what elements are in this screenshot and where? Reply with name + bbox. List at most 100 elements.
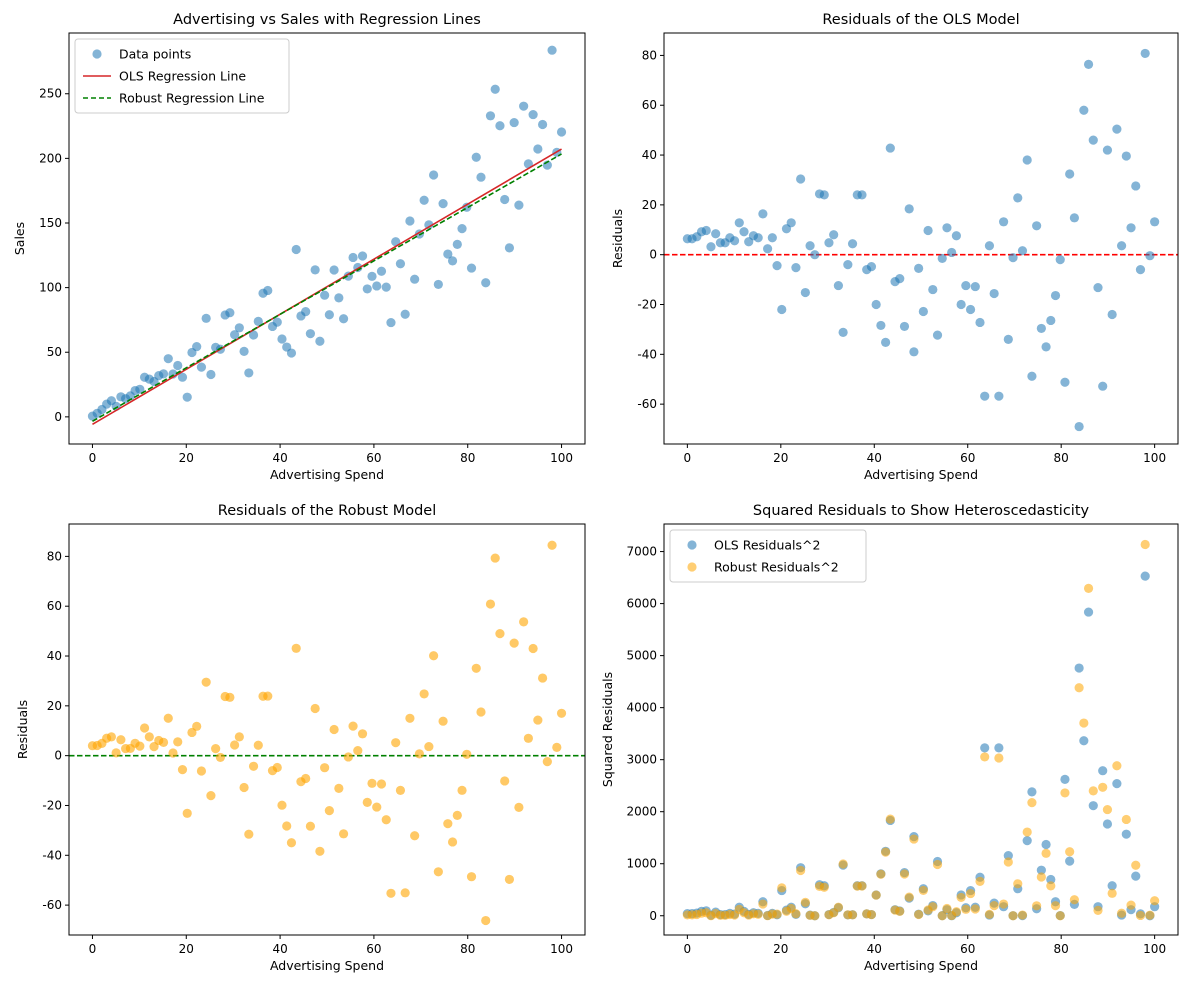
robust-residual-point — [301, 773, 311, 784]
data-point — [490, 84, 500, 94]
robust-squared-residual-point — [1083, 583, 1094, 593]
ols-residual-point — [758, 209, 768, 219]
data-point — [556, 127, 567, 137]
robust-squared-residual-point — [866, 909, 877, 920]
x-tick-label: 100 — [1143, 942, 1166, 956]
legend-box — [74, 38, 290, 114]
ols-residual-point — [1050, 290, 1061, 301]
data-point — [362, 284, 372, 294]
data-point — [495, 121, 505, 131]
data-point — [514, 200, 524, 210]
robust-squared-residual-point — [1121, 814, 1131, 825]
robust-squared-residual-point — [885, 814, 895, 824]
y-axis-label: Squared Residuals — [600, 672, 615, 787]
ols-residual-point — [772, 261, 782, 271]
ols-residual-point — [1022, 155, 1032, 165]
ols-residual-point — [980, 391, 990, 401]
robust-residual-point — [438, 716, 448, 726]
ols-residual-point — [975, 317, 985, 328]
robust-residual-point — [362, 797, 372, 808]
ols-residual-point — [989, 288, 999, 299]
legend-marker-icon — [687, 562, 697, 572]
ols-residual-point — [1013, 193, 1023, 203]
robust-squared-residual-point — [847, 910, 858, 920]
x-tick-label: 20 — [179, 942, 194, 956]
robust-squared-residual-point — [777, 883, 787, 893]
y-tick-label: 7000 — [626, 545, 657, 559]
robust-squared-residual-point — [758, 899, 768, 909]
robust-residual-point — [248, 761, 259, 771]
ols-residual-point — [819, 190, 829, 200]
robust-residual-point — [338, 829, 349, 839]
robust-residual-point — [481, 915, 491, 926]
robust-regression-line — [92, 153, 562, 422]
axes-frame — [663, 32, 1179, 445]
data-point — [485, 111, 496, 121]
data-point — [348, 252, 358, 263]
data-point — [452, 239, 462, 249]
data-point — [410, 274, 420, 284]
robust-squared-residual-point — [937, 911, 947, 921]
robust-residual-point — [457, 785, 467, 795]
robust-squared-residual-point — [1060, 788, 1070, 798]
data-point — [334, 293, 344, 303]
x-tick-label: 40 — [272, 451, 287, 465]
ols-squared-residual-point — [1022, 836, 1032, 846]
robust-residual-point — [495, 629, 505, 639]
robust-squared-residual-point — [791, 909, 801, 919]
robust-squared-residual-point — [810, 911, 820, 921]
ols-residual-point — [914, 263, 924, 273]
data-point — [286, 348, 297, 358]
robust-residual-point — [485, 599, 496, 609]
robust-residual-point — [196, 766, 207, 776]
robust-squared-residual-point — [881, 847, 891, 857]
robust-residual-point — [111, 748, 121, 758]
x-tick-label: 0 — [684, 451, 692, 465]
robust-residual-point — [367, 778, 377, 788]
ols-residual-point — [838, 327, 848, 338]
robust-squared-residual-point — [970, 904, 980, 914]
ols-residual-point — [904, 204, 914, 214]
legend-label: OLS Residuals^2 — [714, 538, 820, 553]
ols-residual-point — [970, 281, 980, 292]
data-point — [173, 360, 183, 371]
y-tick-label: 0 — [649, 248, 657, 262]
y-tick-label: 1000 — [626, 857, 657, 871]
ols-residual-point — [805, 241, 815, 251]
robust-squared-residual-point — [914, 909, 924, 920]
x-tick-label: 20 — [773, 451, 788, 465]
robust-residual-point — [514, 802, 524, 812]
data-point — [419, 195, 429, 205]
x-tick-label: 60 — [960, 942, 975, 956]
ols-residual-point — [833, 280, 844, 291]
data-point — [523, 159, 533, 169]
data-point — [272, 317, 282, 327]
robust-residual-point — [462, 749, 472, 759]
x-tick-label: 40 — [867, 451, 882, 465]
y-tick-label: 200 — [39, 151, 62, 165]
y-tick-label: 0 — [54, 749, 62, 763]
ols-residual-point — [829, 230, 839, 240]
robust-residual-point — [239, 782, 249, 793]
ols-residual-point — [1055, 255, 1065, 265]
data-point — [135, 384, 145, 394]
y-tick-label: 5000 — [626, 649, 657, 663]
ols-squared-residual-point — [1079, 736, 1089, 746]
legend-label: Robust Regression Line — [119, 91, 265, 106]
robust-residual-point — [215, 752, 225, 763]
ols-residual-point — [994, 391, 1004, 401]
robust-residual-point — [419, 689, 429, 699]
ols-residual-point — [1140, 48, 1150, 59]
y-tick-label: -60 — [42, 898, 62, 912]
ols-squared-residual-point — [1003, 851, 1013, 861]
robust-residual-point — [410, 831, 420, 841]
data-point — [372, 281, 382, 291]
robust-residual-point — [533, 715, 543, 725]
ols-residual-point — [701, 225, 711, 236]
ols-residual-point — [843, 260, 853, 270]
robust-squared-residual-point — [998, 899, 1009, 909]
ols-residual-point — [1079, 105, 1089, 115]
data-point — [438, 198, 448, 209]
y-tick-label: 0 — [54, 410, 62, 424]
y-tick-label: -40 — [42, 848, 62, 862]
